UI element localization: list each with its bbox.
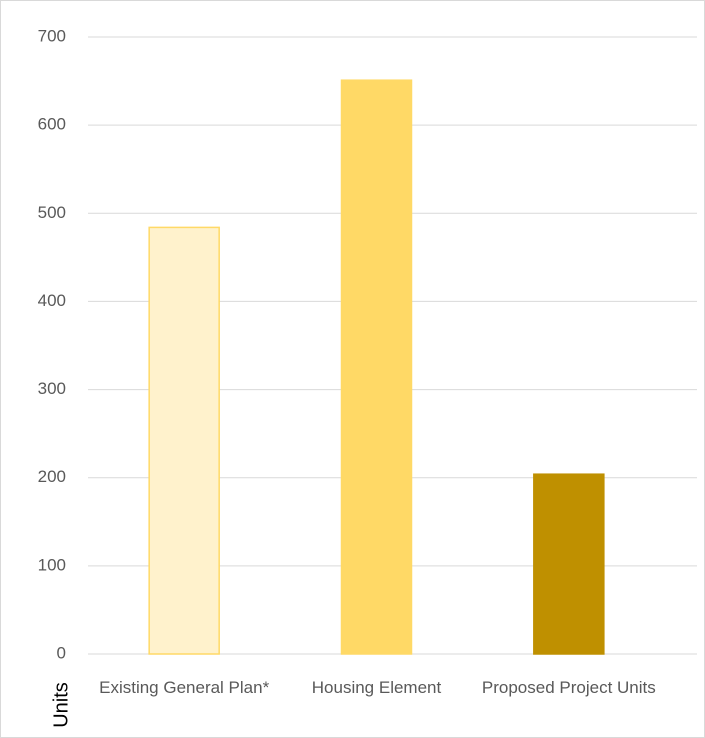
bar xyxy=(340,79,413,655)
y-tick-label: 400 xyxy=(38,291,66,310)
y-tick-label: 200 xyxy=(38,467,66,486)
x-tick-label: Housing Element xyxy=(311,678,442,697)
bar xyxy=(533,473,605,655)
x-tick-label: Existing General Plan* xyxy=(99,678,270,697)
x-tick-label: Proposed Project Units xyxy=(481,678,656,697)
y-axis-label: Units xyxy=(50,682,72,728)
y-tick-label: 0 xyxy=(57,643,66,662)
y-tick-label: 700 xyxy=(38,26,66,45)
y-tick-label: 500 xyxy=(38,203,66,222)
y-tick-label: 100 xyxy=(38,555,66,574)
y-tick-label: 300 xyxy=(38,379,66,398)
bar xyxy=(148,226,220,655)
y-tick-label: 600 xyxy=(38,115,66,134)
